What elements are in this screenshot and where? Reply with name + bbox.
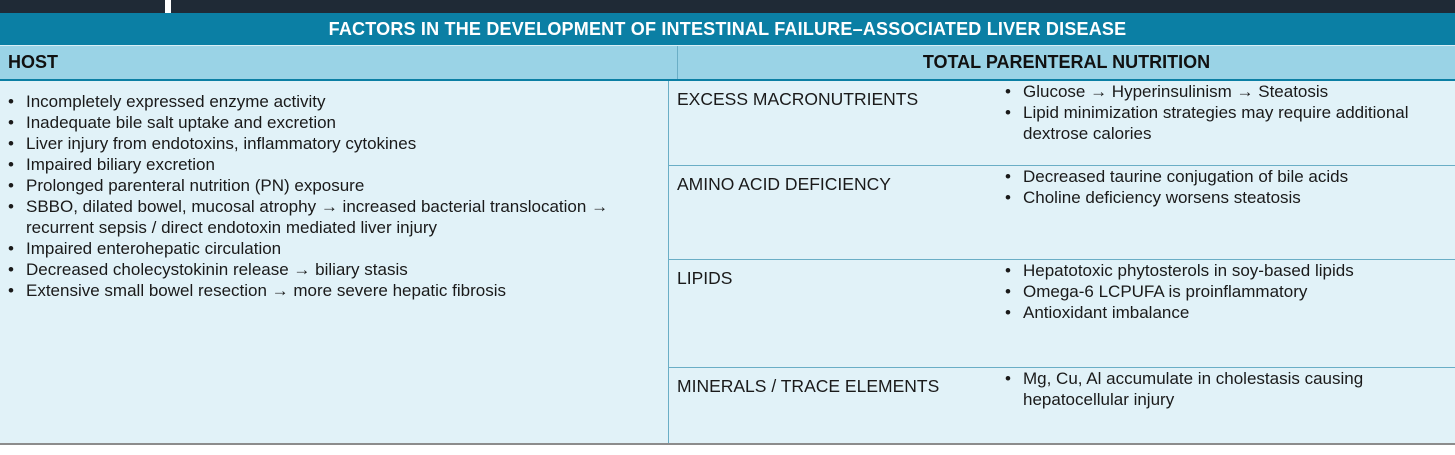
host-item: Extensive small bowel resection → more s…: [6, 280, 668, 301]
tpn-row-lipids: LIPIDS Hepatotoxic phytosterols in soy-b…: [669, 260, 1455, 368]
tpn-row-items: Hepatotoxic phytosterols in soy-based li…: [1003, 260, 1455, 367]
tpn-row-minerals-trace-elements: MINERALS / TRACE ELEMENTS Mg, Cu, Al acc…: [669, 368, 1455, 443]
tpn-item: Hepatotoxic phytosterols in soy-based li…: [1003, 260, 1455, 281]
tpn-row-amino-acid-deficiency: AMINO ACID DEFICIENCY Decreased taurine …: [669, 166, 1455, 260]
host-item: Impaired biliary excretion: [6, 154, 668, 175]
tpn-header: TOTAL PARENTERAL NUTRITION: [922, 52, 1211, 72]
host-column: Incompletely expressed enzyme activity I…: [0, 81, 669, 443]
tpn-row-items: Glucose → Hyperinsulinism → Steatosis Li…: [1003, 81, 1455, 165]
tpn-item: Mg, Cu, Al accumulate in cholestasis cau…: [1003, 368, 1455, 410]
tpn-item: Lipid minimization strategies may requir…: [1003, 102, 1455, 144]
host-item: Inadequate bile salt uptake and excretio…: [6, 112, 668, 133]
host-item: Prolonged parenteral nutrition (PN) expo…: [6, 175, 668, 196]
tpn-item: Decreased taurine conjugation of bile ac…: [1003, 166, 1455, 187]
tpn-row-items: Decreased taurine conjugation of bile ac…: [1003, 166, 1455, 259]
body-row: Incompletely expressed enzyme activity I…: [0, 81, 1455, 445]
host-item: Liver injury from endotoxins, inflammato…: [6, 133, 668, 154]
host-item: SBBO, dilated bowel, mucosal atrophy → i…: [6, 196, 668, 238]
top-strip-segment: [171, 0, 1455, 13]
top-strip-segment: [0, 0, 165, 13]
host-list: Incompletely expressed enzyme activity I…: [6, 91, 668, 301]
factors-table: FACTORS IN THE DEVELOPMENT OF INTESTINAL…: [0, 13, 1455, 445]
tpn-row-label: MINERALS / TRACE ELEMENTS: [677, 376, 940, 396]
tpn-item: Antioxidant imbalance: [1003, 302, 1455, 323]
tpn-item: Omega-6 LCPUFA is proinflammatory: [1003, 281, 1455, 302]
host-item: Incompletely expressed enzyme activity: [6, 91, 668, 112]
top-strip: [0, 0, 1455, 13]
table-title: FACTORS IN THE DEVELOPMENT OF INTESTINAL…: [0, 13, 1455, 46]
tpn-column: EXCESS MACRONUTRIENTS Glucose → Hyperins…: [669, 81, 1455, 443]
host-item: Decreased cholecystokinin release → bili…: [6, 259, 668, 280]
tpn-item: Glucose → Hyperinsulinism → Steatosis: [1003, 81, 1455, 102]
tpn-row-label: AMINO ACID DEFICIENCY: [677, 174, 891, 194]
tpn-row-excess-macronutrients: EXCESS MACRONUTRIENTS Glucose → Hyperins…: [669, 81, 1455, 166]
tpn-row-items: Mg, Cu, Al accumulate in cholestasis cau…: [1003, 368, 1455, 443]
host-header: HOST: [0, 46, 678, 79]
header-row: HOST TOTAL PARENTERAL NUTRITION: [0, 46, 1455, 81]
host-item: Impaired enterohepatic circulation: [6, 238, 668, 259]
tpn-item: Choline deficiency worsens steatosis: [1003, 187, 1455, 208]
tpn-row-label: LIPIDS: [677, 268, 733, 288]
tpn-row-label: EXCESS MACRONUTRIENTS: [677, 89, 919, 109]
